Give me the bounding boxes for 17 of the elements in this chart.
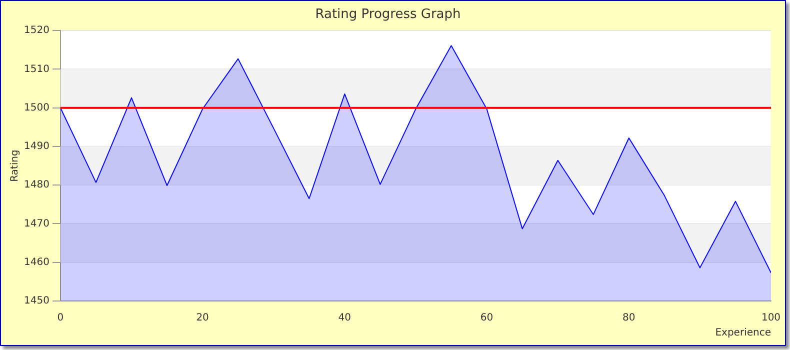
y-tick-label: 1520 [24,25,50,36]
x-tick-label: 60 [480,312,494,324]
y-tick-label: 1510 [24,64,50,75]
y-tick-label: 1470 [24,218,50,230]
x-tick-label: 0 [57,312,64,324]
y-tick-label: 1460 [24,256,50,268]
y-tick-label: 1450 [24,296,50,307]
x-tick-label: 80 [622,312,636,324]
x-axis-title: Experience [715,328,771,339]
x-tick-label: 100 [761,312,781,324]
y-axis-title: Rating [10,150,21,182]
chart-title: Rating Progress Graph [315,7,461,22]
x-tick-label: 20 [196,312,209,324]
y-tick-label: 1490 [24,141,50,152]
y-tick-label: 1480 [24,180,50,191]
x-tick-label: 40 [338,312,352,324]
y-tick-label: 1500 [24,102,50,114]
